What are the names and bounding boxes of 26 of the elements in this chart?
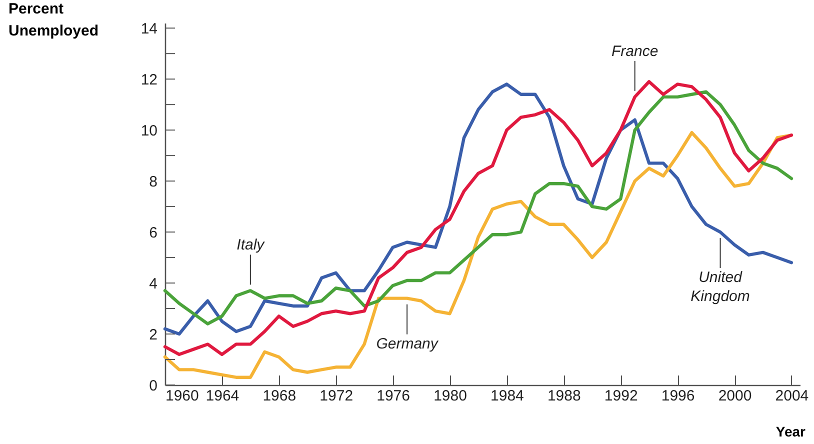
x-tick-label: 1988 bbox=[547, 388, 581, 404]
x-tick-label: 1992 bbox=[604, 388, 638, 404]
x-tick-label: 1964 bbox=[206, 388, 240, 404]
annotation: United Kingdom bbox=[690, 269, 750, 306]
x-tick-label: 1980 bbox=[434, 388, 467, 404]
y-tick-label: 14 bbox=[140, 20, 158, 38]
y-axis-title: Percent Unemployed bbox=[8, 0, 99, 40]
x-tick-label: 1976 bbox=[376, 388, 410, 404]
annotation: Italy bbox=[236, 236, 266, 254]
x-tick-label: 2004 bbox=[775, 388, 809, 404]
x-axis-title: Year bbox=[776, 424, 806, 440]
x-tick-label: 1984 bbox=[490, 388, 524, 404]
x-tick-label: 1960 bbox=[166, 388, 199, 404]
y-tick-label: 12 bbox=[140, 72, 158, 89]
y-tick-label: 4 bbox=[149, 276, 158, 293]
annotation: Germany bbox=[376, 335, 440, 352]
x-tick-label: 1972 bbox=[320, 388, 354, 404]
x-tick-label: 1968 bbox=[262, 388, 296, 404]
x-tick-label: 1996 bbox=[661, 388, 695, 404]
y-tick-label: 0 bbox=[149, 378, 158, 394]
y-tick-label: 8 bbox=[149, 174, 158, 191]
x-tick-label: 2000 bbox=[718, 388, 752, 404]
annotation: France bbox=[612, 42, 658, 60]
y-tick-label: 6 bbox=[149, 224, 158, 242]
y-tick-label: 10 bbox=[140, 122, 158, 140]
y-tick-label: 2 bbox=[149, 326, 158, 344]
